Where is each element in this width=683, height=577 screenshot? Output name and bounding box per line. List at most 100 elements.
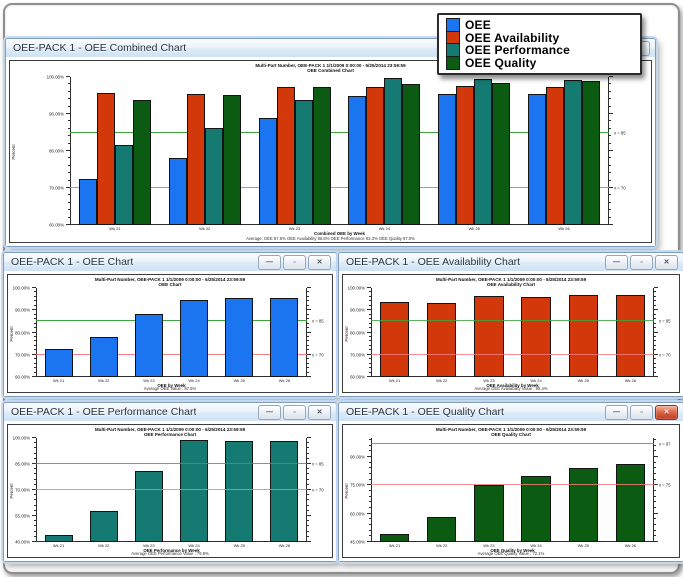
- y-axis-tick: [369, 327, 371, 329]
- x-axis-line: [371, 376, 654, 377]
- minimize-button[interactable]: —: [258, 254, 281, 270]
- secondary-y-axis-tick: [654, 318, 656, 320]
- chart-title: Multi-Part Number, OEE-PACK 1 1/1/2009 0…: [8, 277, 332, 288]
- oee-chart-canvas: Multi-Part Number, OEE-PACK 1 1/1/2009 0…: [7, 274, 333, 393]
- close-icon: ✕: [316, 258, 323, 266]
- maximize-button[interactable]: ▫: [630, 404, 653, 420]
- y-tick-label: 60.00%: [49, 222, 64, 228]
- secondary-y-axis-tick: [654, 512, 658, 514]
- bar-oee-availability: [96, 92, 115, 225]
- goal-line-value: x = 85: [312, 318, 324, 324]
- y-axis-tick: [34, 525, 36, 527]
- y-axis-tick: [369, 501, 371, 503]
- chart-title: Multi-Part Number, OEE-PACK 1 1/1/2009 0…: [10, 63, 651, 74]
- y-axis-tick: [32, 541, 36, 542]
- secondary-y-axis-tick: [654, 309, 658, 311]
- close-icon: ✕: [316, 408, 323, 416]
- x-tick-label: Wk 23: [143, 378, 155, 383]
- y-tick-label: 60.00%: [350, 511, 365, 517]
- titlebar-oee[interactable]: OEE-PACK 1 - OEE Chart — ▫ ✕: [4, 253, 336, 272]
- y-axis-tick: [34, 520, 36, 522]
- legend-label: OEE Quality: [465, 55, 537, 70]
- x-tick-label: Wk 25: [233, 543, 245, 548]
- bar-oee-availability: [546, 86, 565, 225]
- chart-title-line1: Multi-Part Number, OEE-PACK 1 1/1/2009 0…: [435, 427, 587, 432]
- secondary-y-axis-tick: [307, 353, 311, 355]
- maximize-button[interactable]: ▫: [630, 254, 653, 270]
- x-tick-label: Wk 23: [143, 543, 155, 548]
- maximize-button[interactable]: ▫: [283, 404, 306, 420]
- minimize-button[interactable]: —: [258, 404, 281, 420]
- y-tick-label: 80.00%: [350, 330, 365, 335]
- y-axis-label: Percent: [9, 483, 14, 499]
- bar-oee-availability: [276, 87, 295, 225]
- secondary-y-axis-tick: [609, 98, 611, 100]
- close-button[interactable]: ✕: [308, 404, 331, 420]
- secondary-y-axis-tick: [654, 304, 656, 306]
- secondary-y-axis-tick: [307, 327, 309, 329]
- legend-label: OEE: [465, 18, 491, 33]
- x-axis-title: OEE Quality by Week: [490, 548, 535, 553]
- bar-oee-availability: [379, 302, 410, 377]
- secondary-y-axis-tick: [307, 295, 309, 297]
- y-tick-label: 60.00%: [350, 374, 365, 380]
- y-axis-label: Percent: [11, 143, 16, 160]
- close-button[interactable]: ✕: [655, 254, 678, 270]
- y-axis-tick: [66, 224, 70, 225]
- window-title: OEE-PACK 1 - OEE Chart: [11, 256, 134, 268]
- y-axis-tick: [68, 127, 70, 129]
- bar-oee-performance: [384, 77, 403, 225]
- y-axis-tick: [367, 309, 371, 311]
- titlebar-quality[interactable]: OEE-PACK 1 - OEE Quality Chart — ▫ ✕: [339, 403, 683, 422]
- y-axis-tick: [34, 452, 36, 454]
- chart-title-line1: Multi-Part Number, OEE-PACK 1 1/1/2009 0…: [94, 277, 246, 282]
- close-button[interactable]: ✕: [308, 254, 331, 270]
- x-tick-label: Wk 23: [483, 543, 495, 548]
- x-tick-label: Wk 22: [199, 226, 211, 231]
- y-axis-label: Percent: [9, 325, 14, 342]
- secondary-y-axis-tick: [654, 506, 656, 508]
- y-axis-tick: [369, 438, 371, 440]
- y-axis-tick: [68, 201, 70, 203]
- secondary-y-axis-tick: [307, 304, 309, 306]
- secondary-y-axis-tick: [609, 142, 611, 144]
- y-axis-tick: [34, 535, 36, 537]
- window-oee-quality-chart: OEE-PACK 1 - OEE Quality Chart — ▫ ✕ Mul…: [338, 402, 683, 562]
- y-axis-tick: [367, 376, 371, 377]
- x-tick-label: Wk 22: [98, 543, 110, 548]
- alarm-line-value: x = 70: [659, 352, 671, 358]
- bar-oee-performance: [180, 439, 209, 542]
- secondary-y-axis-tick: [307, 478, 309, 480]
- x-tick-label: Wk 26: [624, 378, 637, 383]
- bar-oee-performance: [134, 470, 163, 542]
- y-axis-tick: [34, 504, 36, 506]
- secondary-y-axis-tick: [609, 90, 611, 92]
- close-button[interactable]: ✕: [655, 404, 678, 420]
- chart-subtitle: OEE Availability Chart: [486, 282, 536, 288]
- y-axis-tick: [369, 489, 371, 491]
- secondary-y-axis-tick: [609, 209, 611, 211]
- secondary-y-axis-tick: [609, 172, 611, 174]
- y-tick-label: 100.00%: [12, 435, 30, 441]
- x-tick-label: Wk 23: [483, 378, 495, 383]
- titlebar-availability[interactable]: OEE-PACK 1 - OEE Availability Chart — ▫ …: [339, 253, 683, 272]
- minimize-button[interactable]: —: [605, 254, 628, 270]
- secondary-y-axis-tick: [307, 468, 309, 470]
- y-tick-label: 80.00%: [49, 148, 64, 154]
- y-axis-tick: [68, 172, 70, 174]
- secondary-y-axis-tick: [654, 472, 656, 474]
- chart-subtitle: OEE Quality Chart: [491, 432, 531, 438]
- y-axis-tick: [369, 318, 371, 320]
- secondary-y-axis-tick: [307, 309, 311, 311]
- secondary-y-axis-tick: [654, 291, 656, 293]
- maximize-button[interactable]: ▫: [283, 254, 306, 270]
- minimize-button[interactable]: —: [605, 404, 628, 420]
- y-axis-tick: [34, 447, 36, 449]
- y-axis-tick: [367, 455, 371, 457]
- secondary-y-axis-tick: [609, 120, 611, 122]
- secondary-y-axis-tick: [307, 287, 311, 288]
- y-axis-tick: [369, 295, 371, 297]
- window-oee-combined-chart: OEE-PACK 1 - OEE Combined Chart — ▫ ✕ Mu…: [5, 38, 656, 247]
- titlebar-performance[interactable]: OEE-PACK 1 - OEE Performance Chart — ▫ ✕: [4, 403, 336, 422]
- alarm-line-value: x = 70: [312, 352, 324, 358]
